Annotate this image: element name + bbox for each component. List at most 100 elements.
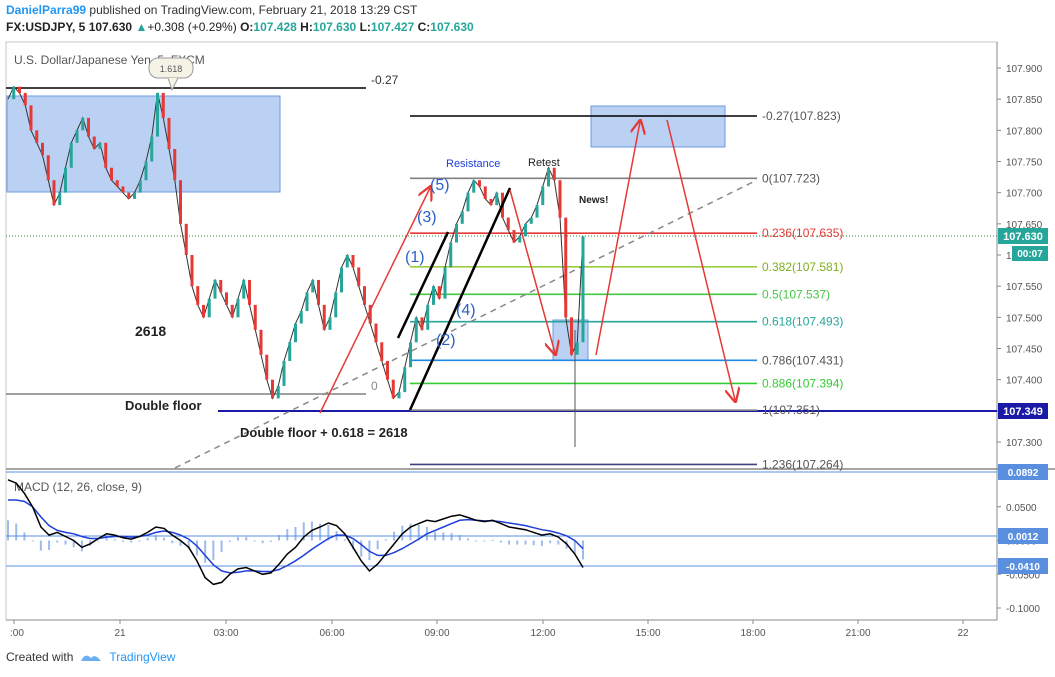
candle-body [288,342,292,361]
price-tick-label: 107.300 [1006,438,1043,449]
macd-hist-bar [105,537,108,541]
candle-body [213,279,217,299]
candle-body [121,186,125,193]
time-tick-label: 21 [114,628,126,639]
macd-hist-bar [376,540,379,550]
countdown-tag-text: 00:07 [1017,249,1043,260]
last-price: 107.630 [88,20,133,34]
time-tick-label: 15:00 [635,628,660,639]
author-name[interactable]: DanielParra99 [6,3,87,17]
candle-body [253,304,257,330]
resistance-zone-box[interactable] [6,95,281,193]
publish-info: published on TradingView.com, February 2… [86,3,418,17]
macd-hist-bar [532,540,535,546]
macd-hist-bar [269,540,272,542]
chart-canvas[interactable]: 107.900 107.850 107.800 107.750 107.700 107.6… [0,0,1055,650]
candle-body [276,385,280,399]
candle-body [328,317,332,330]
candle-body [420,317,424,330]
price-tick-label: 107.700 [1006,189,1043,200]
macd-title: MACD (12, 26, close, 9) [14,480,142,494]
macd-hist-bar [130,540,133,543]
candle-body [156,92,159,137]
macd-value-tag-text: -0.0410 [1006,562,1040,573]
channel-line-left[interactable] [396,231,450,339]
candle-body [512,230,516,243]
macd-hist-bar [228,540,231,542]
candle-body [282,360,286,386]
candle-body [437,286,441,299]
macd-tick-label: 0.0500 [1006,503,1037,514]
candle-body [489,198,493,206]
macd-hist-bar [31,540,34,542]
candle-body [426,304,430,330]
candle-body [414,317,418,343]
macd-hist-bar [458,535,461,541]
macd-hist-bar [343,539,346,541]
trend-line-dashed[interactable] [174,179,758,469]
candle-body [259,329,263,355]
candle-body [46,155,50,181]
price-tick-label: 107.900 [1006,64,1043,75]
macd-value-tag-text: 0.0892 [1008,468,1039,479]
candle-body [558,180,562,218]
channel-line-right[interactable] [408,187,512,411]
price-tick-label: 107.800 [1006,126,1043,137]
fib-level-label: 0.618(107.493) [762,315,843,329]
candle-body [138,180,142,193]
candle-body [305,292,309,312]
open-label: O: [240,20,254,34]
high-label: H: [300,20,313,34]
fib-level-label: 0(107.723) [762,171,820,185]
fib-level-label: 1.236(107.264) [762,457,843,471]
macd-hist-bar [368,540,371,561]
low-label: L: [359,20,371,34]
candle-body [552,167,556,181]
candle-body [460,211,464,224]
macd-hist-bar [64,540,67,545]
candle-body [98,142,102,150]
countdown-tag [1012,246,1048,261]
target-zone-box[interactable] [590,105,726,148]
macd-hist-bar [72,540,75,548]
fib-retracement[interactable]: -0.27(107.823) 0(107.723) 0.236(107.635) 0.… [410,109,843,471]
price-tick-label: 107.650 [1006,220,1043,231]
macd-hist-bar [327,524,330,541]
candle-body [409,342,412,368]
candle-body [472,180,476,193]
price-tick-label: 107.550 [1006,282,1043,293]
projection-down-arrow[interactable] [666,119,735,400]
retest-label: Retest [528,157,560,169]
candle-body [478,180,481,187]
candle-body [127,192,131,199]
time-tick-label: 12:00 [530,628,555,639]
macd-hist-bar [508,540,511,545]
candle-body [12,86,16,100]
candle-body [374,323,378,343]
fib-level-label: 0.236(107.635) [762,226,843,240]
candle-body [271,379,274,399]
ohlc-line: FX:USDJPY, 5 107.630 ▲+0.308 (+0.29%) O:… [6,19,474,36]
bubble-pointer [167,77,179,92]
candle-body [357,267,361,287]
candle-body [202,304,205,318]
projection-up-arrow[interactable] [595,122,640,356]
candle-body [104,142,108,168]
macd-hist-bar [7,520,9,541]
candle-body [230,304,234,318]
macd-hist-bar [56,540,59,543]
candle-body [81,117,85,131]
double-floor-label: Double floor [125,398,202,413]
candle-body [518,236,522,243]
retest-arrow[interactable] [509,189,555,353]
macd-hist-bar [483,540,486,542]
double-floor-eq-label: Double floor + 0.618 = 2618 [240,425,408,440]
footer: Created with TradingView [6,650,175,664]
news-label: News! [579,195,608,206]
macd-hist-bar [450,533,453,541]
created-with-label: Created with [6,650,74,664]
impulse-arrow[interactable] [319,188,430,414]
tradingview-brand-link[interactable]: TradingView [109,650,176,664]
macd-hist-bar [360,540,363,557]
candle-body [443,267,447,299]
